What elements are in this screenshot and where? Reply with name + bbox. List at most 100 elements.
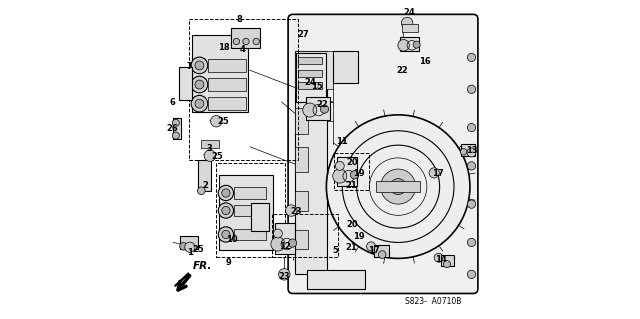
Text: 14: 14	[435, 256, 447, 264]
Text: 20: 20	[346, 158, 358, 167]
Bar	[202, 140, 219, 148]
Circle shape	[218, 203, 234, 218]
Text: 24: 24	[403, 8, 415, 17]
Bar	[400, 37, 419, 51]
Circle shape	[172, 119, 179, 126]
Circle shape	[467, 53, 476, 62]
Text: 13: 13	[466, 146, 477, 155]
Circle shape	[271, 237, 285, 251]
Bar	[295, 108, 308, 134]
Bar	[333, 51, 358, 83]
Text: 27: 27	[298, 30, 309, 39]
Circle shape	[429, 168, 439, 178]
Circle shape	[191, 95, 208, 112]
Circle shape	[185, 242, 195, 252]
Text: 17: 17	[432, 169, 444, 178]
Bar	[231, 28, 260, 48]
Bar	[218, 175, 273, 250]
Text: 6: 6	[170, 98, 175, 107]
Bar	[295, 230, 308, 249]
Circle shape	[367, 242, 376, 251]
Circle shape	[467, 270, 476, 278]
Bar	[376, 181, 420, 192]
Bar	[179, 67, 193, 100]
Circle shape	[467, 148, 476, 157]
Circle shape	[233, 38, 239, 45]
Text: 21: 21	[346, 181, 357, 190]
Circle shape	[333, 169, 347, 183]
Bar	[295, 51, 327, 274]
Text: 12: 12	[279, 242, 291, 251]
Text: 15: 15	[311, 82, 323, 91]
Circle shape	[218, 227, 234, 242]
Text: 1: 1	[187, 248, 193, 256]
Circle shape	[195, 99, 204, 108]
Text: 25: 25	[218, 117, 230, 126]
Text: 19: 19	[353, 169, 365, 178]
Bar	[252, 203, 269, 231]
Circle shape	[378, 251, 386, 258]
Circle shape	[195, 80, 204, 89]
Polygon shape	[174, 272, 190, 287]
Bar	[234, 187, 266, 199]
Bar	[461, 144, 476, 156]
Text: FR.: FR.	[193, 261, 212, 271]
Circle shape	[326, 115, 470, 258]
Text: 25: 25	[192, 245, 204, 254]
Circle shape	[467, 85, 476, 93]
Circle shape	[221, 206, 230, 215]
Bar	[275, 223, 296, 254]
Circle shape	[335, 161, 344, 170]
Text: 21: 21	[346, 243, 357, 252]
Text: 22: 22	[396, 66, 408, 75]
Bar	[234, 205, 266, 216]
Circle shape	[467, 123, 476, 132]
Text: 20: 20	[346, 220, 358, 229]
Text: 9: 9	[225, 258, 231, 267]
Bar	[337, 157, 357, 186]
Bar	[198, 160, 211, 191]
Bar	[306, 97, 330, 120]
Bar	[208, 78, 246, 91]
Circle shape	[198, 187, 205, 195]
Circle shape	[434, 253, 443, 262]
Bar	[208, 97, 246, 110]
Text: 18: 18	[218, 43, 230, 52]
Circle shape	[467, 238, 476, 247]
Bar	[295, 147, 308, 172]
Circle shape	[253, 38, 259, 45]
Circle shape	[172, 132, 179, 139]
Circle shape	[273, 229, 282, 238]
Circle shape	[320, 105, 328, 113]
Text: 2: 2	[202, 181, 208, 189]
Text: 19: 19	[353, 232, 365, 241]
Bar	[298, 82, 322, 89]
Text: 4: 4	[240, 45, 246, 54]
Bar	[216, 163, 285, 257]
Circle shape	[221, 230, 230, 239]
Bar	[193, 35, 248, 112]
Circle shape	[278, 269, 290, 280]
Bar	[295, 191, 308, 211]
Bar	[295, 51, 333, 89]
Bar	[272, 214, 337, 257]
Bar	[298, 70, 322, 77]
Circle shape	[191, 57, 208, 74]
Bar	[234, 229, 266, 240]
Bar	[374, 245, 388, 257]
Bar	[440, 255, 454, 266]
Circle shape	[303, 103, 317, 117]
Circle shape	[398, 40, 410, 51]
Circle shape	[413, 41, 420, 48]
Text: 5: 5	[332, 246, 339, 255]
Circle shape	[381, 169, 416, 204]
Text: 22: 22	[317, 100, 328, 109]
Circle shape	[390, 179, 406, 195]
Bar	[180, 236, 198, 249]
Circle shape	[218, 185, 234, 201]
Text: 26: 26	[167, 124, 179, 133]
Bar	[208, 59, 246, 72]
Bar	[334, 153, 369, 190]
Circle shape	[460, 149, 467, 155]
Circle shape	[211, 115, 222, 127]
